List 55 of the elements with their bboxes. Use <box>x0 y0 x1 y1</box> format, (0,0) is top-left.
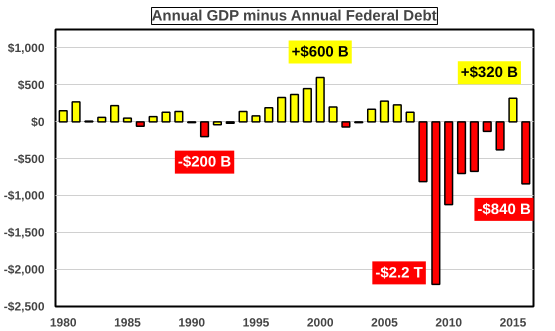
chart-title: Annual GDP minus Annual Federal Debt <box>152 8 437 24</box>
bar <box>58 110 68 123</box>
bar <box>508 97 518 123</box>
x-tick-label: 1995 <box>242 316 270 330</box>
bar <box>470 121 479 172</box>
bar <box>444 121 454 206</box>
annotation: -$200 B <box>178 154 232 171</box>
bar <box>212 121 222 126</box>
bar <box>71 101 81 123</box>
y-tick-label: $1,000 <box>8 40 45 55</box>
annotation: +$320 B <box>460 64 518 82</box>
bar <box>380 100 390 123</box>
bar <box>495 121 505 151</box>
x-tick-label: 1990 <box>178 316 206 330</box>
bar <box>431 121 440 286</box>
bar <box>148 116 158 123</box>
x-tick-label: 2005 <box>371 316 398 330</box>
y-tick-label: -$1,000 <box>4 188 45 203</box>
x-tick-label: 2015 <box>500 316 527 330</box>
bar <box>290 94 300 123</box>
bar <box>482 121 492 132</box>
annotation: -$840 B <box>477 200 531 218</box>
bar <box>406 111 415 123</box>
bar <box>136 121 145 128</box>
bar <box>174 110 184 123</box>
x-tick-label: 2010 <box>435 316 462 330</box>
y-tick-label: -$500 <box>14 152 45 166</box>
y-tick-label: $500 <box>18 78 45 92</box>
annotation: +$600 B <box>292 44 349 61</box>
bar <box>110 104 120 123</box>
bar <box>366 108 376 123</box>
bar <box>316 76 325 123</box>
bar <box>264 107 274 123</box>
bar <box>341 121 351 128</box>
bar <box>251 115 261 123</box>
annotation: -$2.2 T <box>375 264 423 282</box>
y-tick-label: -$2,000 <box>4 262 45 277</box>
x-tick-label: 1980 <box>50 316 77 330</box>
bar <box>328 106 338 123</box>
bar <box>302 88 312 123</box>
bar <box>521 121 530 185</box>
bar <box>392 104 402 123</box>
bar <box>200 121 210 138</box>
x-tick-label: 1985 <box>114 316 142 330</box>
bar <box>418 121 428 182</box>
bar <box>238 110 248 123</box>
y-tick-label: -$2,500 <box>4 300 45 314</box>
y-tick-label: -$1,500 <box>4 226 45 240</box>
bar <box>122 117 132 123</box>
x-tick-label: 2000 <box>306 316 334 330</box>
bar <box>277 96 286 123</box>
bar <box>161 111 171 123</box>
y-tick-label: $0 <box>31 114 45 129</box>
bar <box>456 121 466 174</box>
bar <box>97 116 106 123</box>
